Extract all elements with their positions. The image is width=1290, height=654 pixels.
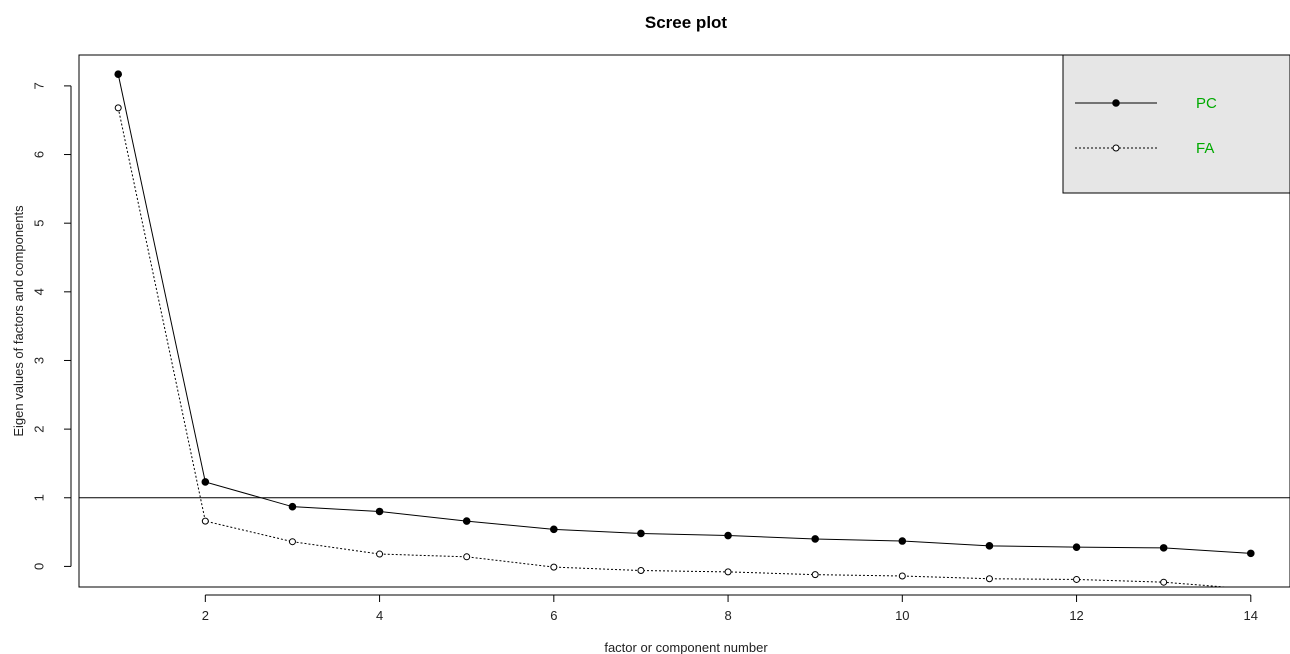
y-tick-label: 7: [32, 82, 47, 89]
data-point-pc: [288, 502, 297, 511]
data-point-pc: [811, 535, 819, 543]
x-tick-label: 6: [550, 608, 557, 623]
data-point-fa: [376, 550, 384, 558]
y-tick-label: 4: [32, 288, 47, 295]
y-tick-label: 2: [32, 425, 47, 432]
series-line-pc: [117, 74, 1251, 554]
data-point-pc: [114, 70, 123, 79]
y-axis-label: Eigen values of factors and components: [11, 205, 26, 437]
data-point-fa: [898, 572, 906, 580]
series-line-fa: [117, 107, 1232, 587]
x-tick-label: 10: [895, 608, 909, 623]
data-point-pc: [1246, 549, 1255, 558]
x-tick-label: 2: [202, 608, 209, 623]
x-tick-label: 12: [1069, 608, 1083, 623]
data-point-pc: [637, 529, 645, 538]
y-tick-label: 3: [32, 357, 47, 364]
data-point-pc: [201, 478, 210, 486]
data-point-fa: [811, 571, 819, 579]
y-tick-label: 5: [32, 220, 47, 227]
data-point-fa: [1073, 575, 1081, 583]
x-tick-label: 8: [724, 608, 731, 623]
legend-marker-fa: [1112, 144, 1120, 152]
chart-title: Scree plot: [645, 13, 728, 32]
data-point-pc: [375, 507, 384, 516]
y-tick-label: 0: [32, 563, 47, 570]
data-point-fa: [463, 553, 471, 561]
data-point-fa: [724, 568, 732, 576]
x-axis-label: factor or component number: [604, 640, 768, 654]
data-point-pc: [1072, 543, 1081, 551]
legend-label-fa: FA: [1196, 140, 1214, 157]
x-tick-label: 14: [1244, 608, 1258, 623]
data-point-fa: [985, 575, 993, 583]
y-tick-label: 6: [32, 151, 47, 158]
legend-marker-pc: [1112, 99, 1120, 107]
data-point-pc: [550, 525, 558, 534]
data-point-pc: [1159, 544, 1168, 552]
x-tick-label: 4: [376, 608, 383, 623]
data-point-fa: [201, 517, 209, 525]
y-tick-label: 1: [32, 494, 47, 501]
legend-label-pc: PC: [1196, 95, 1217, 112]
data-point-pc: [462, 517, 471, 525]
legend-box: [1062, 54, 1290, 194]
data-point-fa: [637, 567, 645, 575]
plot-area-frame: [78, 54, 1290, 588]
data-point-fa: [1160, 578, 1168, 586]
data-point-fa: [114, 104, 122, 112]
data-point-pc: [985, 542, 994, 550]
data-point-fa: [288, 538, 296, 546]
data-point-fa: [550, 563, 558, 571]
data-point-pc: [724, 531, 732, 540]
data-point-pc: [898, 537, 907, 545]
